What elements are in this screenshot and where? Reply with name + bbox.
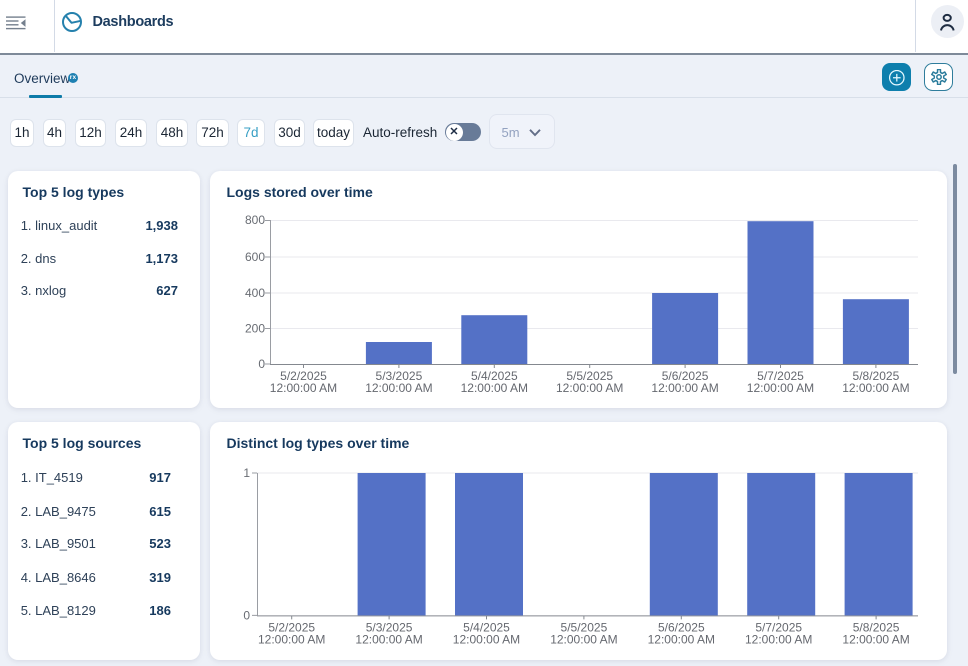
svg-text:12:00:00 AM: 12:00:00 AM bbox=[651, 381, 718, 395]
svg-text:12:00:00 AM: 12:00:00 AM bbox=[648, 632, 715, 646]
svg-text:5/7/2025: 5/7/2025 bbox=[755, 620, 802, 634]
svg-text:5/3/2025: 5/3/2025 bbox=[376, 369, 423, 383]
svg-text:12:00:00 AM: 12:00:00 AM bbox=[747, 381, 814, 395]
svg-text:12:00:00 AM: 12:00:00 AM bbox=[453, 632, 520, 646]
svg-text:400: 400 bbox=[245, 286, 265, 300]
svg-text:200: 200 bbox=[245, 322, 265, 336]
svg-text:12:00:00 AM: 12:00:00 AM bbox=[258, 632, 325, 646]
svg-text:12:00:00 AM: 12:00:00 AM bbox=[556, 381, 623, 395]
svg-text:12:00:00 AM: 12:00:00 AM bbox=[842, 381, 909, 395]
svg-text:12:00:00 AM: 12:00:00 AM bbox=[550, 632, 617, 646]
svg-text:12:00:00 AM: 12:00:00 AM bbox=[355, 632, 422, 646]
svg-text:5/6/2025: 5/6/2025 bbox=[662, 369, 709, 383]
svg-text:12:00:00 AM: 12:00:00 AM bbox=[270, 381, 337, 395]
svg-text:5/5/2025: 5/5/2025 bbox=[566, 369, 613, 383]
svg-text:5/6/2025: 5/6/2025 bbox=[658, 620, 705, 634]
svg-text:12:00:00 AM: 12:00:00 AM bbox=[745, 632, 812, 646]
svg-text:1: 1 bbox=[243, 466, 250, 480]
svg-text:12:00:00 AM: 12:00:00 AM bbox=[842, 632, 909, 646]
svg-text:12:00:00 AM: 12:00:00 AM bbox=[365, 381, 432, 395]
svg-text:800: 800 bbox=[245, 213, 265, 227]
svg-text:0: 0 bbox=[243, 608, 250, 622]
svg-text:5/4/2025: 5/4/2025 bbox=[463, 620, 510, 634]
svg-text:5/4/2025: 5/4/2025 bbox=[471, 369, 518, 383]
svg-text:5/8/2025: 5/8/2025 bbox=[853, 369, 900, 383]
svg-text:5/2/2025: 5/2/2025 bbox=[280, 369, 327, 383]
svg-text:5/5/2025: 5/5/2025 bbox=[561, 620, 608, 634]
svg-text:5/7/2025: 5/7/2025 bbox=[757, 369, 804, 383]
svg-text:12:00:00 AM: 12:00:00 AM bbox=[461, 381, 528, 395]
svg-text:5/8/2025: 5/8/2025 bbox=[853, 620, 900, 634]
svg-text:5/2/2025: 5/2/2025 bbox=[268, 620, 315, 634]
svg-text:0: 0 bbox=[258, 357, 265, 371]
svg-text:5/3/2025: 5/3/2025 bbox=[366, 620, 413, 634]
svg-text:600: 600 bbox=[245, 250, 265, 264]
